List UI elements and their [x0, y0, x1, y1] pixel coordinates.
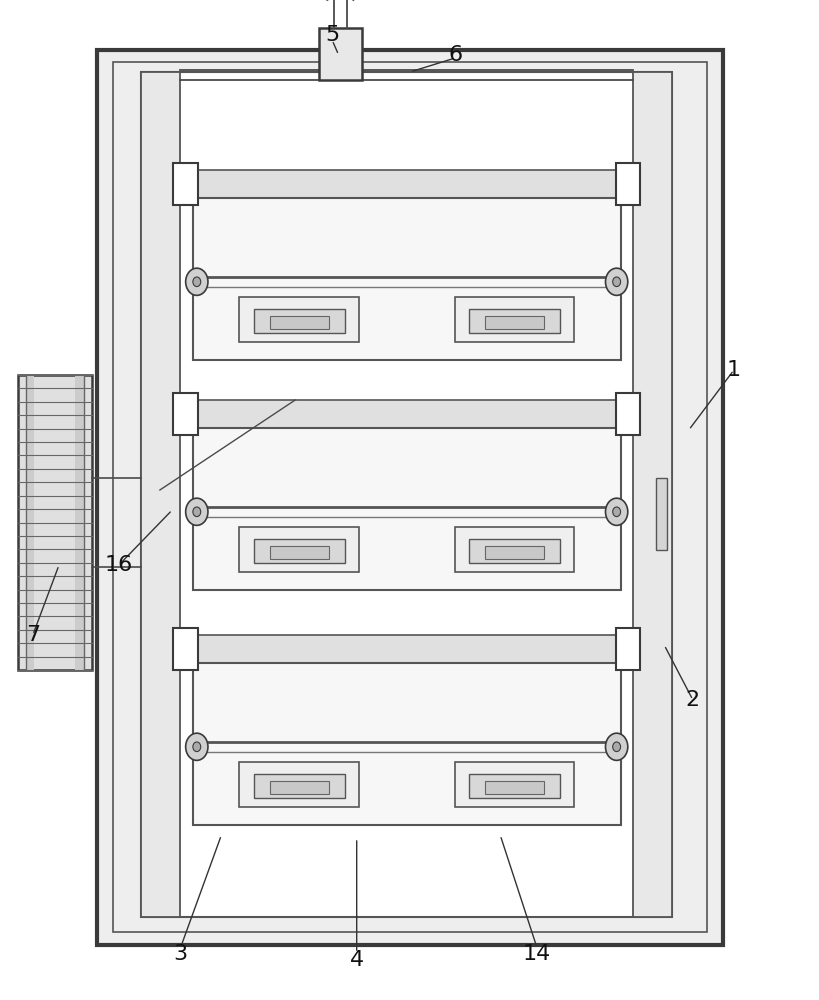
Bar	[253, 309, 344, 333]
Bar	[113, 62, 706, 932]
Text: 14: 14	[523, 944, 550, 964]
Circle shape	[185, 498, 208, 525]
Bar	[269, 781, 328, 794]
Ellipse shape	[251, 471, 338, 484]
Bar	[615, 163, 640, 205]
Circle shape	[612, 742, 620, 752]
Bar	[632, 72, 672, 917]
Bar	[239, 527, 359, 572]
Bar	[184, 635, 628, 663]
Bar	[239, 297, 359, 342]
Bar	[192, 198, 620, 360]
Text: 3: 3	[173, 944, 188, 964]
Bar	[269, 316, 328, 329]
Bar	[75, 375, 84, 670]
Circle shape	[192, 507, 201, 517]
Circle shape	[192, 742, 201, 752]
Bar	[141, 72, 180, 917]
Bar	[468, 309, 559, 333]
Circle shape	[185, 733, 208, 760]
Bar	[468, 774, 559, 798]
Ellipse shape	[402, 706, 490, 719]
Text: 7: 7	[25, 625, 40, 645]
Bar	[269, 546, 328, 559]
Circle shape	[612, 277, 620, 287]
Bar	[615, 393, 640, 435]
Text: 16: 16	[105, 555, 133, 575]
Bar	[454, 762, 573, 807]
Bar	[484, 546, 543, 559]
Ellipse shape	[402, 471, 490, 484]
Ellipse shape	[251, 241, 338, 254]
Bar	[26, 375, 34, 670]
Bar	[468, 539, 559, 563]
Bar	[484, 781, 543, 794]
Bar	[253, 774, 344, 798]
Circle shape	[604, 268, 627, 295]
Bar	[184, 170, 628, 198]
Circle shape	[604, 498, 627, 525]
Bar	[655, 478, 666, 550]
Circle shape	[185, 268, 208, 295]
Bar	[319, 28, 361, 80]
Bar	[173, 628, 197, 670]
Circle shape	[612, 507, 620, 517]
Bar	[184, 400, 628, 428]
Circle shape	[604, 733, 627, 760]
Bar	[484, 316, 543, 329]
Bar	[192, 428, 620, 590]
Ellipse shape	[251, 706, 338, 719]
Text: 1: 1	[726, 360, 740, 380]
Bar	[97, 50, 722, 945]
Text: 6: 6	[447, 45, 462, 65]
Bar	[192, 663, 620, 825]
Text: 4: 4	[349, 950, 364, 970]
Bar	[173, 393, 197, 435]
Bar	[173, 163, 197, 205]
Bar	[454, 527, 573, 572]
Circle shape	[192, 277, 201, 287]
Bar	[253, 539, 344, 563]
Bar	[615, 628, 640, 670]
Bar	[454, 297, 573, 342]
Text: 5: 5	[324, 25, 339, 45]
Bar	[141, 72, 672, 917]
Text: 2: 2	[685, 690, 699, 710]
Bar	[239, 762, 359, 807]
Ellipse shape	[402, 241, 490, 254]
Bar	[18, 375, 92, 670]
